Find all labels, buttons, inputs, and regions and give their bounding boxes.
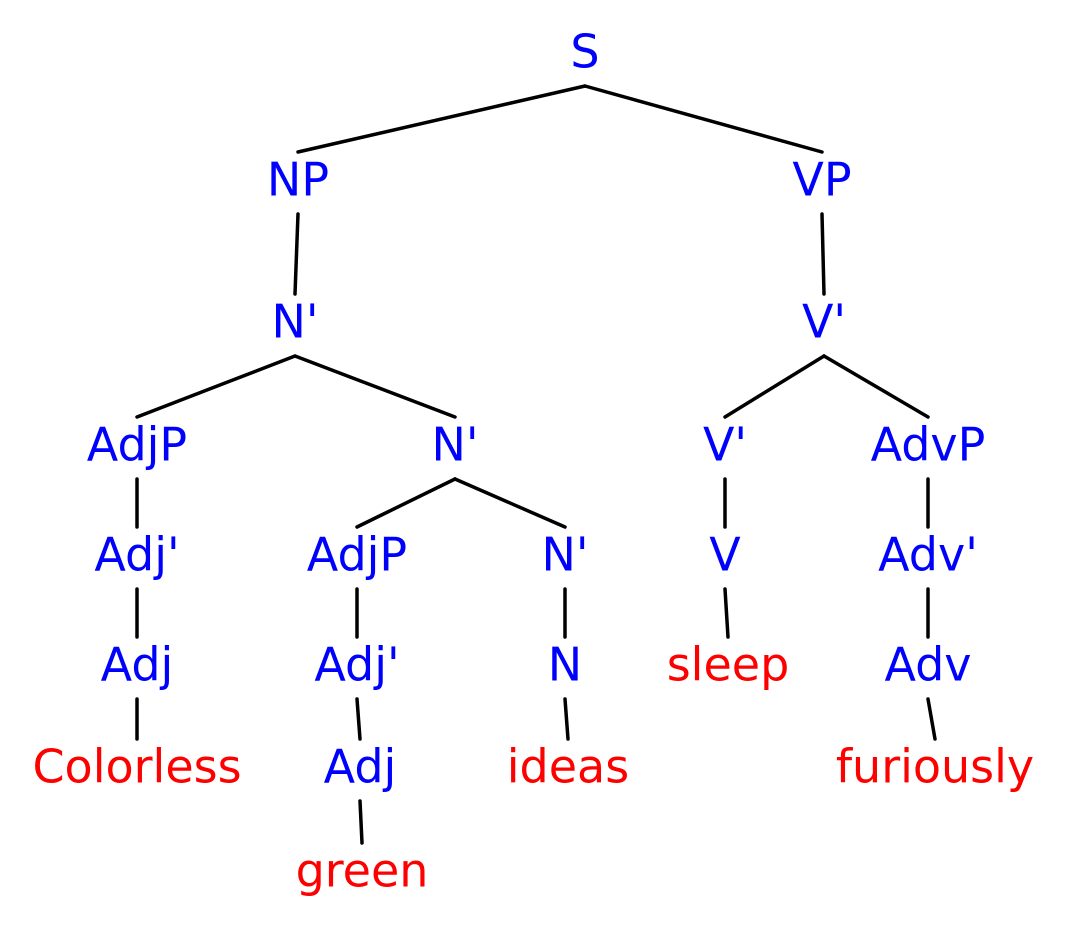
category-v-bar: V' <box>703 418 747 472</box>
word-green: green <box>296 844 429 898</box>
category-n-bar: N' <box>431 418 478 472</box>
tree-edge <box>293 212 300 296</box>
category-v-bar: V' <box>802 295 846 349</box>
tree-edge <box>820 212 826 296</box>
word-furiously: furiously <box>836 740 1034 794</box>
category-n-bar: N' <box>271 295 318 349</box>
tree-edge <box>296 84 587 154</box>
tree-edge <box>358 799 364 845</box>
category-adjp: AdjP <box>307 528 407 582</box>
category-s: S <box>570 25 599 79</box>
tree-edge <box>723 587 730 639</box>
category-v: V <box>709 528 741 582</box>
word-ideas: ideas <box>507 740 629 794</box>
category-adjp: AdjP <box>87 418 187 472</box>
category-n-bar: N' <box>541 528 588 582</box>
category-adj: Adj <box>101 638 174 692</box>
tree-edge <box>293 354 457 419</box>
category-n: N <box>548 638 582 692</box>
category-adj-bar: Adj' <box>314 638 399 692</box>
tree-nodes: Colorless Adj Adj' AdjP green Adj Adj' AdjP idea… <box>32 25 1034 898</box>
category-adj: Adj <box>324 740 397 794</box>
category-advp: AdvP <box>871 418 986 472</box>
category-adv: Adv <box>884 638 971 692</box>
tree-edge <box>135 354 297 419</box>
category-adv-bar: Adv' <box>878 528 978 582</box>
tree-edges <box>135 84 937 845</box>
tree-edge <box>355 477 457 529</box>
word-sleep: sleep <box>667 638 790 692</box>
tree-edge <box>822 354 930 419</box>
category-vp: VP <box>792 153 851 207</box>
category-adj-bar: Adj' <box>94 528 179 582</box>
tree-edge <box>583 84 824 154</box>
tree-edge <box>453 477 567 529</box>
word-colorless: Colorless <box>32 740 241 794</box>
tree-edge <box>723 354 826 419</box>
tree-edge <box>926 697 937 741</box>
category-np: NP <box>267 153 329 207</box>
tree-edge <box>563 697 570 741</box>
tree-edge <box>355 697 362 741</box>
